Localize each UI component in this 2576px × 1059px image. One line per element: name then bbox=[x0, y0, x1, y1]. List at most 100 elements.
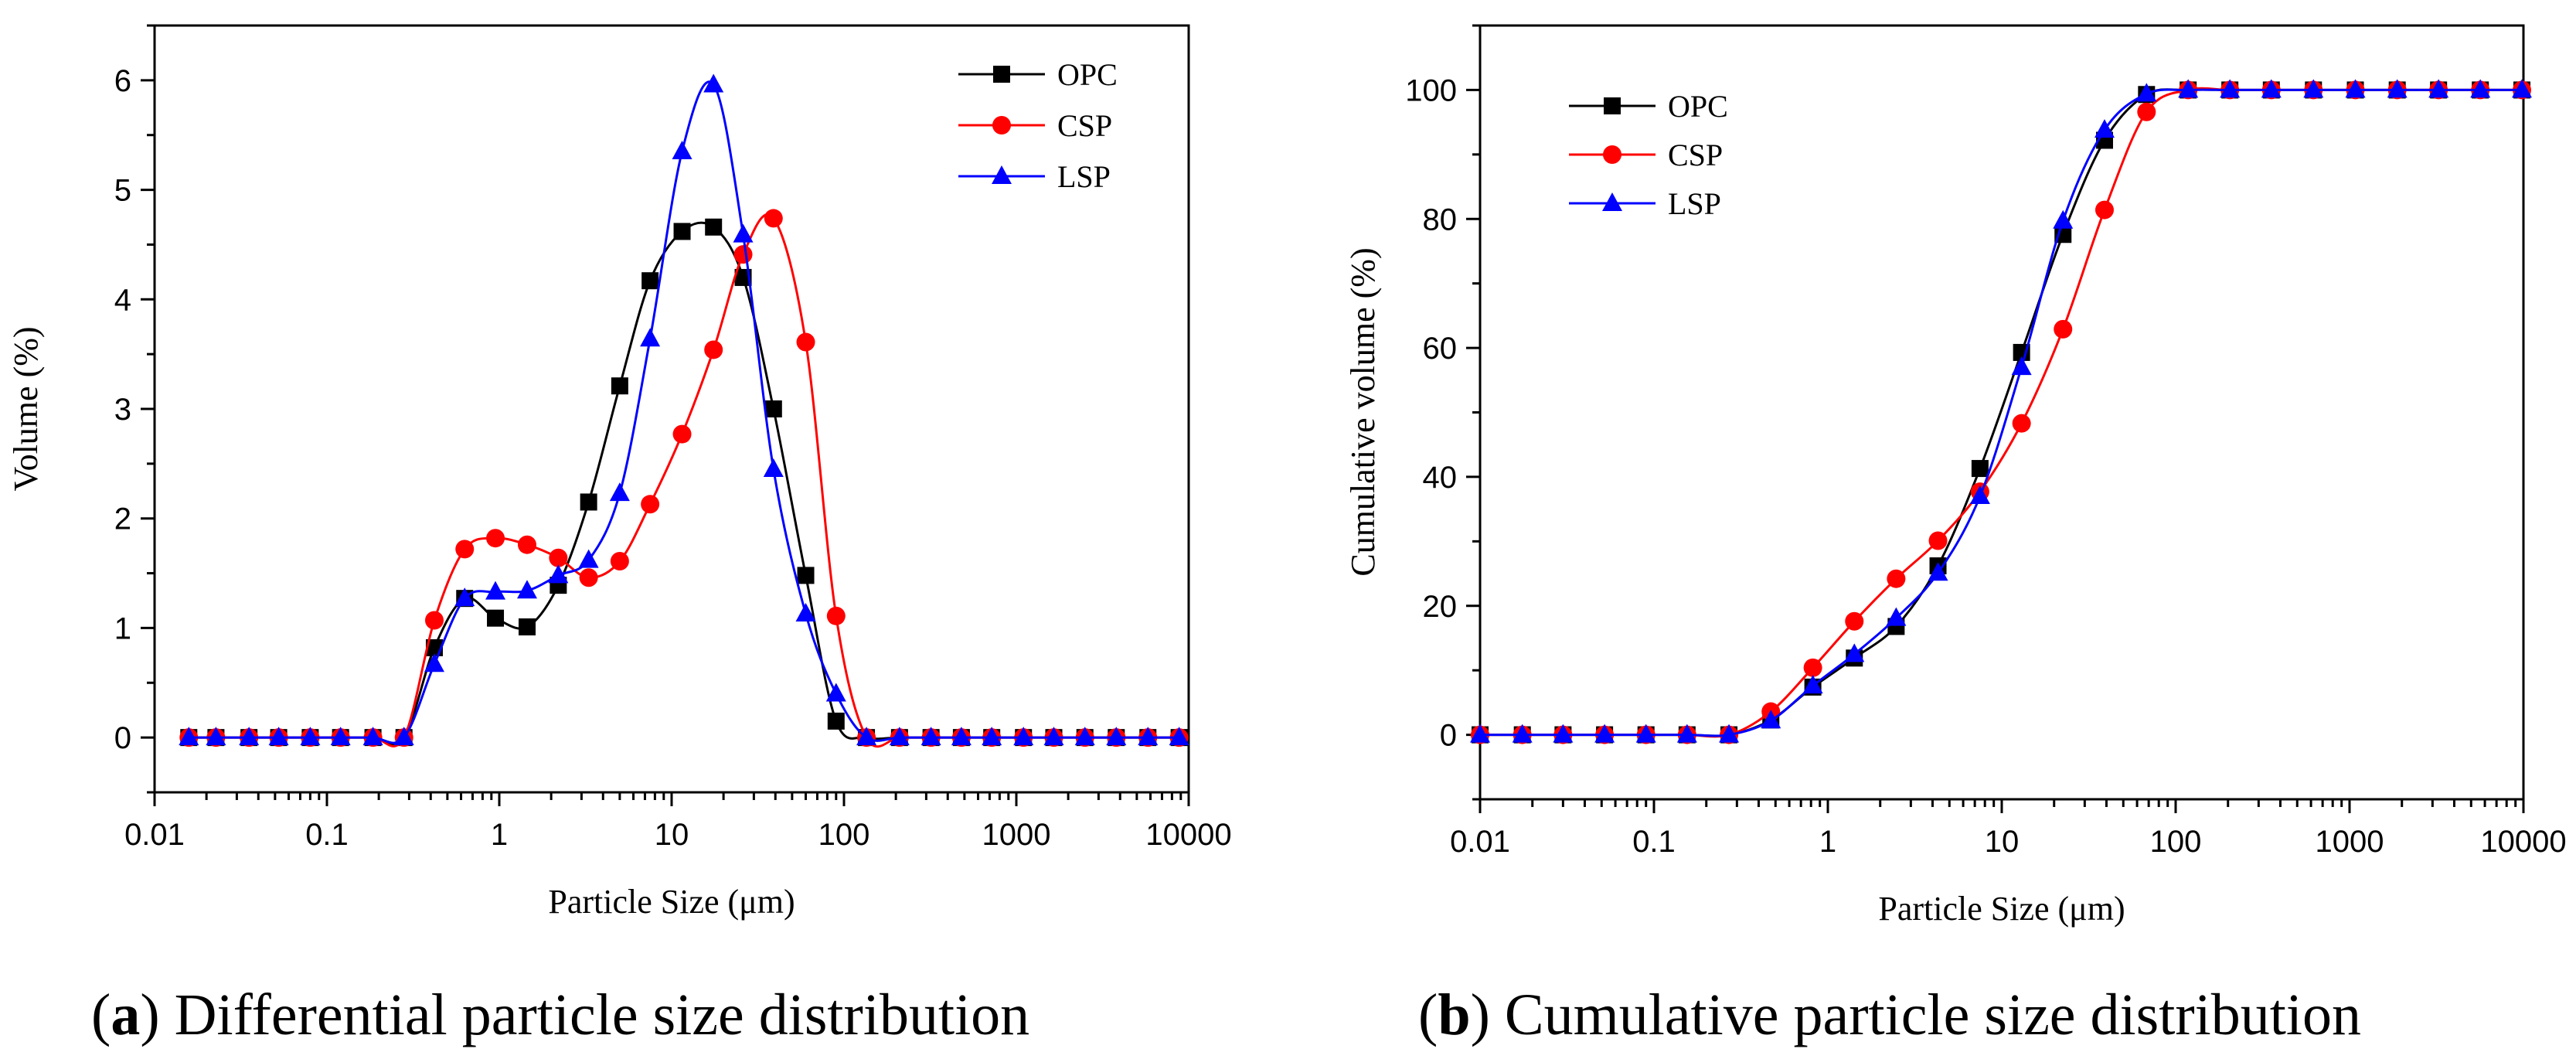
data-point-lsp bbox=[703, 73, 724, 93]
caption-letter: b bbox=[1438, 982, 1470, 1047]
series-opc bbox=[180, 218, 1188, 747]
y-tick-label: 2 bbox=[114, 502, 131, 536]
legend-label-opc: OPC bbox=[1057, 57, 1118, 92]
data-point-lsp bbox=[1074, 727, 1095, 746]
data-point-lsp bbox=[1802, 675, 1823, 694]
data-point-lsp bbox=[1761, 710, 1781, 729]
data-point-lsp bbox=[206, 727, 226, 746]
data-point-opc bbox=[1971, 460, 1989, 478]
data-point-csp bbox=[1845, 611, 1864, 631]
data-point-lsp bbox=[2011, 356, 2032, 376]
data-point-lsp bbox=[1594, 724, 1615, 743]
data-point-lsp bbox=[362, 727, 383, 746]
series-line-csp bbox=[189, 213, 1179, 748]
legend-label-lsp: LSP bbox=[1668, 186, 1721, 221]
data-point-opc bbox=[764, 400, 782, 417]
data-point-lsp bbox=[2512, 79, 2533, 98]
x-tick-label: 1 bbox=[1819, 825, 1836, 859]
legend-marker-opc bbox=[1604, 97, 1621, 114]
x-tick-label: 1000 bbox=[982, 818, 1051, 852]
x-tick-label: 10 bbox=[655, 818, 689, 852]
data-point-lsp bbox=[179, 727, 199, 746]
data-point-lsp bbox=[920, 727, 941, 746]
y-tick-label: 4 bbox=[114, 283, 131, 317]
legend-marker-csp bbox=[1603, 145, 1621, 164]
data-point-lsp bbox=[1969, 485, 1990, 504]
data-point-csp bbox=[641, 495, 660, 514]
legend-label-csp: CSP bbox=[1057, 108, 1112, 143]
data-point-lsp bbox=[1844, 643, 1865, 662]
series-lsp bbox=[179, 73, 1189, 746]
data-point-lsp bbox=[672, 140, 692, 159]
data-point-lsp bbox=[1635, 724, 1656, 743]
data-point-lsp bbox=[1512, 724, 1533, 743]
y-tick-label: 100 bbox=[1405, 73, 1457, 107]
data-point-lsp bbox=[889, 727, 910, 746]
data-point-opc bbox=[797, 567, 815, 584]
legend: OPC CSP LSP bbox=[1569, 89, 1728, 221]
data-point-lsp bbox=[330, 727, 351, 746]
figure-caption: (b) Cumulative particle size distributio… bbox=[1418, 982, 2361, 1047]
data-point-opc bbox=[673, 223, 691, 240]
data-point-csp bbox=[486, 529, 505, 548]
data-point-lsp bbox=[2428, 79, 2449, 98]
data-point-lsp bbox=[485, 581, 506, 600]
data-point-lsp bbox=[856, 727, 877, 746]
x-tick-label: 1 bbox=[491, 818, 508, 852]
data-point-lsp bbox=[268, 727, 289, 746]
data-point-lsp bbox=[1138, 727, 1159, 746]
y-axis-title: Volume (%) bbox=[7, 326, 45, 491]
plot-frame bbox=[153, 24, 1190, 794]
data-point-lsp bbox=[1169, 727, 1189, 746]
data-point-lsp bbox=[2303, 79, 2324, 98]
data-point-lsp bbox=[516, 580, 537, 599]
figure-caption: (a) Differential particle size distribut… bbox=[91, 982, 1029, 1047]
data-point-csp bbox=[1887, 569, 1906, 588]
y-tick-label: 0 bbox=[1440, 719, 1457, 753]
legend-marker-lsp bbox=[992, 165, 1012, 184]
data-point-lsp bbox=[825, 683, 846, 702]
data-point-csp bbox=[2054, 319, 2073, 339]
data-point-csp bbox=[610, 551, 629, 570]
data-point-lsp bbox=[2345, 79, 2366, 98]
cumulative-chart: 0.01 0.1 1 10 100 1000 10000 0 20 40 60 80 100 Partic… bbox=[1344, 24, 2567, 1047]
data-point-lsp bbox=[393, 727, 414, 746]
data-point-csp bbox=[672, 424, 692, 444]
data-point-opc bbox=[487, 609, 505, 627]
data-point-csp bbox=[579, 568, 598, 587]
differential-chart: 0.01 0.1 1 10 100 1000 10000 0 1 2 3 4 5 6 Particle Si… bbox=[7, 24, 1232, 1047]
data-point-lsp bbox=[951, 727, 972, 746]
y-tick-label: 40 bbox=[1423, 461, 1458, 495]
x-tick-label: 0.1 bbox=[1632, 825, 1676, 859]
data-point-lsp bbox=[2470, 79, 2491, 98]
data-point-lsp bbox=[2094, 119, 2115, 138]
caption-letter: a bbox=[111, 982, 140, 1047]
legend-label-opc: OPC bbox=[1668, 89, 1728, 124]
data-point-lsp bbox=[1928, 562, 1948, 581]
y-axis-title: Cumulative volume (%) bbox=[1344, 247, 1382, 576]
data-point-lsp bbox=[795, 603, 816, 622]
series-line-lsp bbox=[1480, 88, 2522, 737]
x-tick-label: 0.01 bbox=[124, 818, 185, 852]
data-point-opc bbox=[641, 272, 659, 290]
data-point-csp bbox=[517, 535, 536, 554]
data-point-lsp bbox=[1553, 724, 1574, 743]
y-tick-label: 3 bbox=[114, 393, 131, 427]
x-tick-label: 0.01 bbox=[1450, 825, 1510, 859]
data-point-lsp bbox=[2387, 79, 2408, 98]
y-tick-label: 0 bbox=[114, 721, 131, 755]
data-point-lsp bbox=[2178, 79, 2199, 98]
series-line-opc bbox=[1480, 88, 2522, 737]
series-lsp bbox=[1470, 79, 2533, 743]
data-point-opc bbox=[580, 493, 597, 511]
data-point-lsp bbox=[982, 727, 1002, 746]
data-point-lsp bbox=[1719, 724, 1740, 743]
data-point-lsp bbox=[1470, 724, 1490, 743]
data-point-lsp bbox=[733, 223, 754, 243]
data-point-csp bbox=[796, 332, 815, 352]
y-tick-label: 20 bbox=[1423, 590, 1458, 624]
x-tick-label: 100 bbox=[818, 818, 870, 852]
legend-marker-lsp bbox=[1602, 192, 1622, 211]
x-tick-label: 10 bbox=[1985, 825, 2020, 859]
data-point-lsp bbox=[2053, 209, 2074, 229]
